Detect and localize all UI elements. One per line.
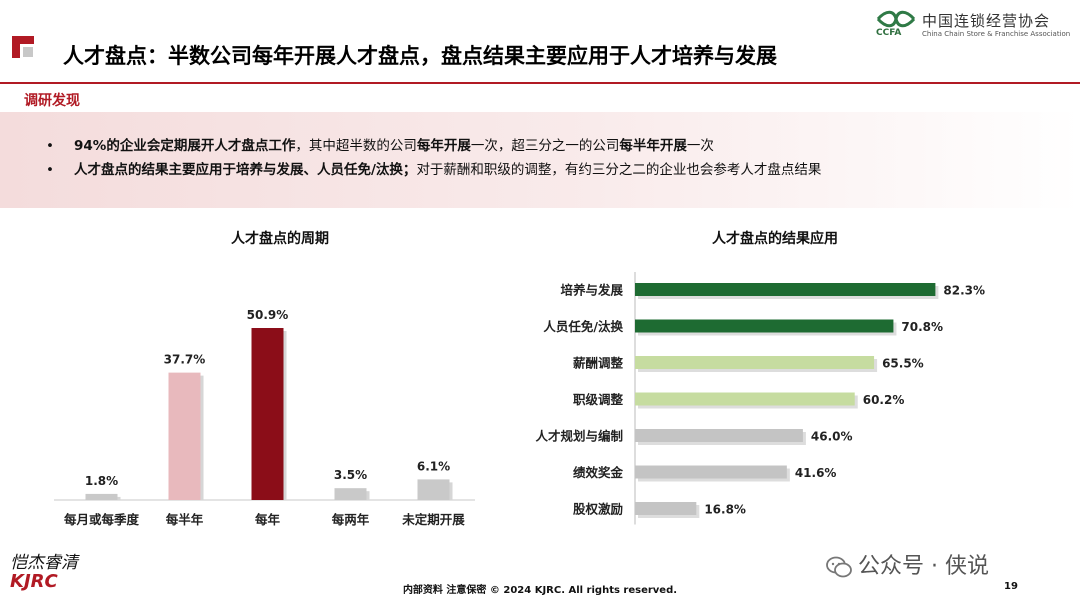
cycle-category-label: 未定期开展: [401, 512, 465, 527]
title-divider: [0, 82, 1080, 84]
page-title: 人才盘点：半数公司每年开展人才盘点，盘点结果主要应用于人才培养与发展: [63, 44, 777, 68]
application-bar: [635, 465, 787, 479]
application-bar: [635, 283, 936, 296]
cycle-bar: [251, 328, 284, 500]
application-value-label: 41.6%: [795, 466, 837, 480]
cycle-value-label: 6.1%: [417, 459, 450, 473]
application-bar-chart: 培养与发展 82.3% 人员任免/汰换 70.8% 薪酬调整 65.5% 职级调整 60.2%…: [535, 272, 985, 525]
application-category-label: 培养与发展: [560, 283, 623, 298]
application-value-label: 60.2%: [863, 393, 905, 407]
application-category-label: 人员任免/汰换: [543, 319, 623, 334]
footer-confidential: 内部资料 注意保密 © 2024 KJRC. All rights reserv…: [402, 585, 678, 596]
wechat-watermark: 公众号 · 侠说: [826, 548, 989, 580]
cycle-bar: [85, 493, 118, 500]
application-value-label: 82.3%: [943, 284, 985, 298]
ccfa-logo: CCFA 中国连锁经营协会 China Chain Store & Franch…: [876, 8, 1076, 42]
logo-abbr: CCFA: [876, 28, 902, 38]
cycle-category-label: 每年: [255, 512, 281, 527]
application-bar: [635, 502, 697, 515]
cycle-bar: [334, 488, 367, 500]
cycle-category-label: 每半年: [166, 512, 204, 527]
cycle-value-label: 37.7%: [164, 353, 206, 367]
cycle-chart-title: 人才盘点的周期: [231, 231, 329, 247]
cycle-value-label: 1.8%: [85, 474, 118, 488]
cycle-category-label: 每两年: [332, 512, 370, 527]
application-bar: [635, 356, 875, 369]
finding-text: 每半年开展: [619, 138, 687, 154]
finding-text: 94%的企业会定期展开人才盘点工作: [74, 138, 296, 154]
wechat-icon: [826, 556, 852, 578]
finding-text: 对于薪酬和职级的调整，有约三分之二的企业也会参考人才盘点结果: [416, 162, 822, 178]
kjrc-signature-logo: 恺杰睿清 KJRC: [10, 548, 90, 598]
application-bar: [635, 319, 894, 333]
findings-panel: 94%的企业会定期展开人才盘点工作，其中超半数的公司每年开展一次，超三分之一的公…: [0, 112, 1080, 208]
finding-text: 一次，超三分之一的公司: [470, 138, 620, 154]
cycle-value-label: 50.9%: [247, 308, 289, 322]
finding-text: ，其中超半数的公司: [295, 138, 417, 154]
signature-en: KJRC: [10, 571, 58, 592]
application-category-label: 薪酬调整: [573, 356, 624, 371]
page-number: 19: [1004, 581, 1018, 592]
application-value-label: 46.0%: [811, 430, 853, 444]
ccfa-emblem-icon: [876, 10, 916, 28]
finding-text: 每年开展: [416, 138, 471, 154]
finding-item: 人才盘点的结果主要应用于培养与发展、人员任免/汰换；对于薪酬和职级的调整，有约三…: [46, 158, 821, 182]
application-category-label: 职级调整: [573, 392, 624, 407]
finding-text: 一次: [686, 138, 714, 154]
finding-text: 人才盘点的结果主要应用于培养与发展、人员任免/汰换；: [74, 162, 417, 178]
application-category-label: 绩效奖金: [573, 465, 624, 480]
application-category-label: 人才规划与编制: [535, 429, 623, 444]
application-bar: [635, 392, 855, 406]
findings-label: 调研发现: [24, 93, 80, 109]
cycle-bar: [417, 479, 450, 500]
logo-name-cn: 中国连锁经营协会: [922, 12, 1051, 30]
findings-list: 94%的企业会定期展开人才盘点工作，其中超半数的公司每年开展一次，超三分之一的公…: [46, 134, 821, 182]
application-value-label: 16.8%: [704, 503, 746, 517]
signature-cn: 恺杰睿清: [10, 553, 78, 573]
application-chart-title: 人才盘点的结果应用: [712, 231, 838, 247]
application-bar: [635, 429, 803, 442]
logo-name-en: China Chain Store & Franchise Associatio…: [922, 30, 1071, 38]
cycle-category-label: 每月或每季度: [64, 512, 140, 527]
application-value-label: 70.8%: [901, 320, 943, 334]
cycle-bar-chart: 1.8% 每月或每季度 37.7% 每半年 50.9% 每年 3.5% 每两年 6.1% 未定期开…: [54, 308, 475, 527]
cycle-bar: [168, 372, 201, 500]
cycle-value-label: 3.5%: [334, 468, 367, 482]
application-value-label: 65.5%: [882, 357, 924, 371]
application-category-label: 股权激励: [573, 502, 623, 517]
corner-mark: [12, 36, 40, 64]
watermark-text: 公众号 · 侠说: [858, 554, 989, 579]
finding-item: 94%的企业会定期展开人才盘点工作，其中超半数的公司每年开展一次，超三分之一的公…: [46, 134, 821, 158]
